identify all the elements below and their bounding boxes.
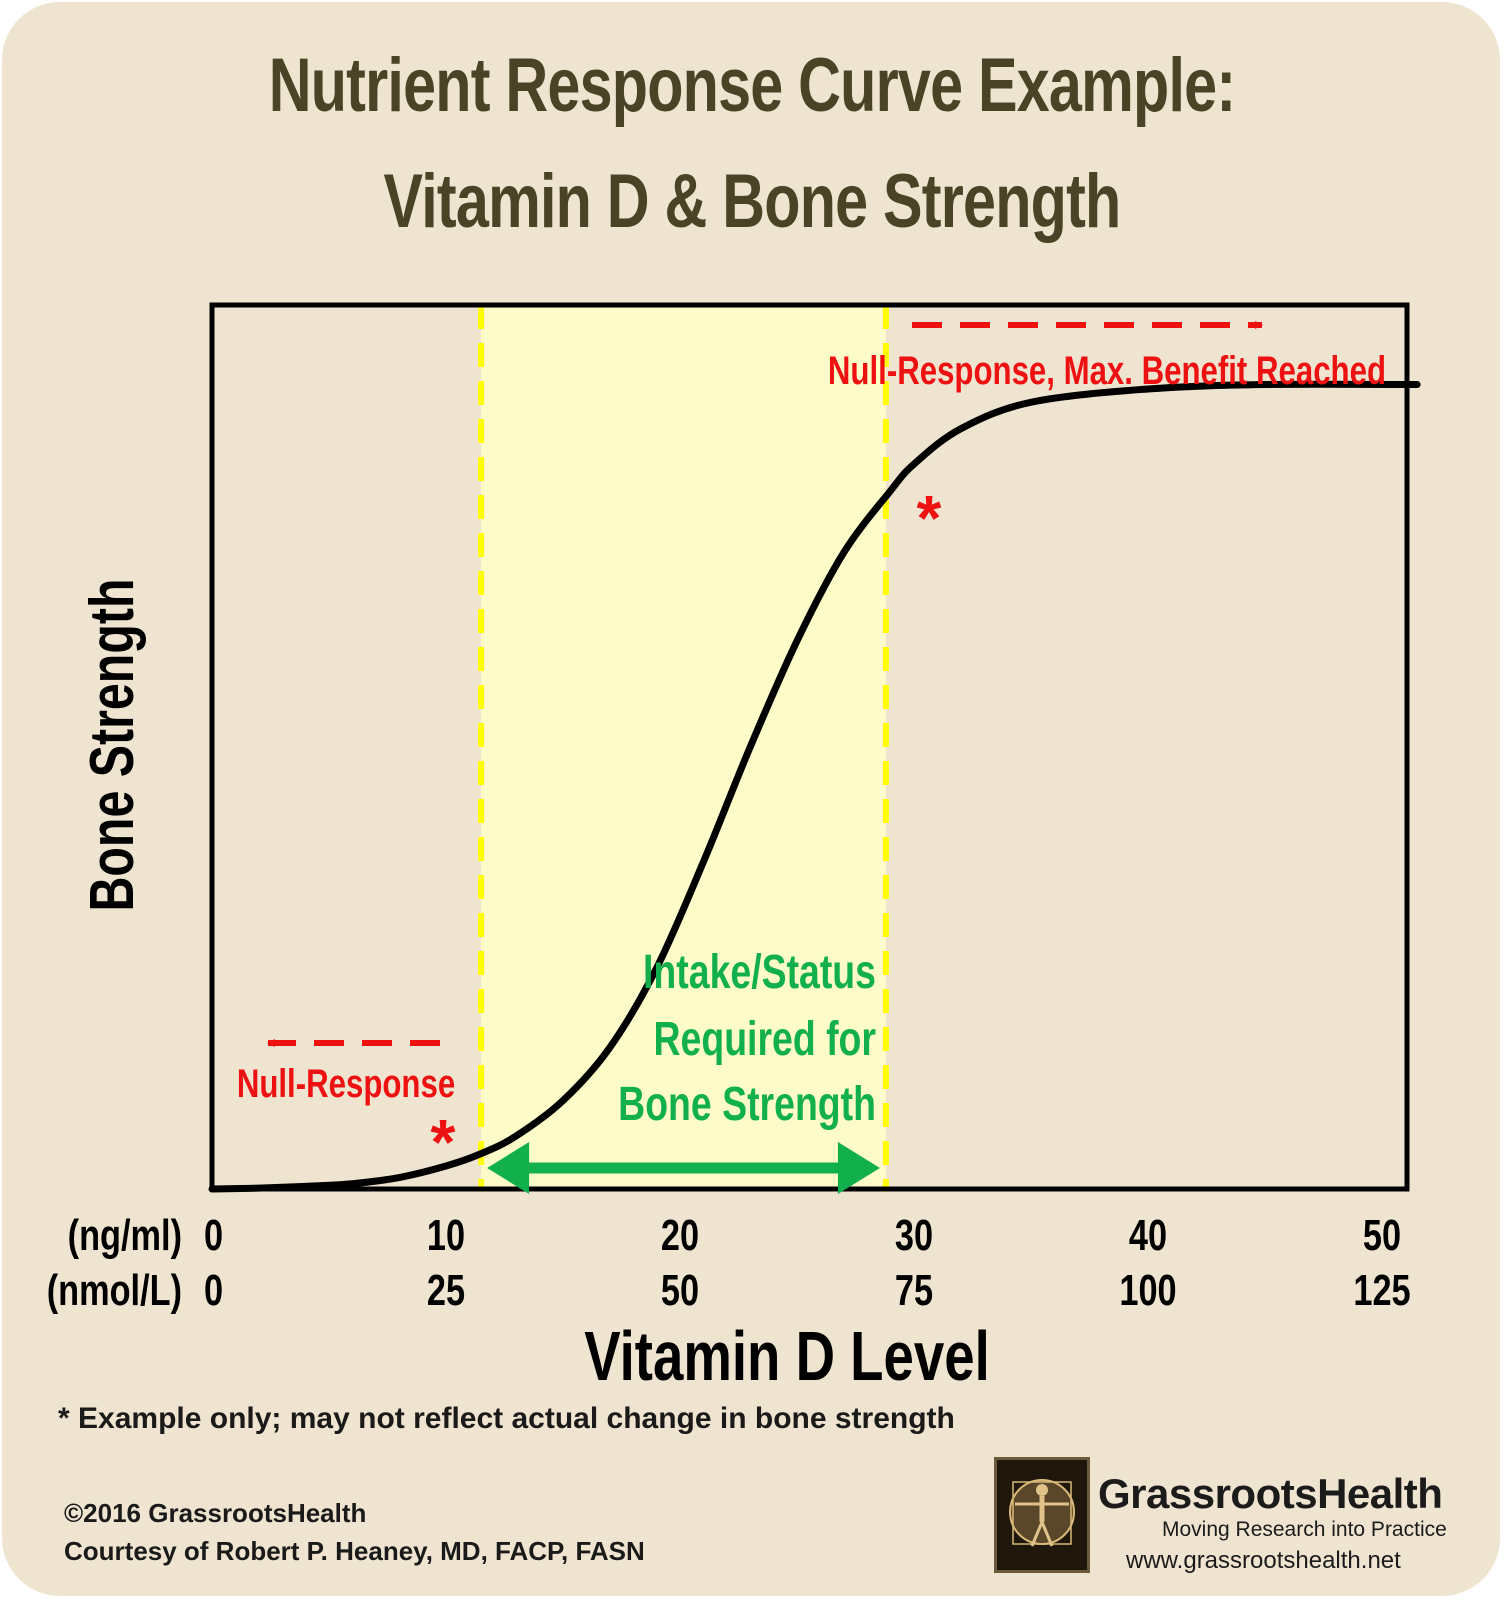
x-axis-label: Vitamin D Level	[584, 1318, 990, 1396]
x-tick-label-ng-4: 40	[1129, 1211, 1167, 1260]
x-axis-ticks-ng-ml: 0 10 20 30 40 50	[204, 1211, 1401, 1260]
required-range-arrow-left-head	[487, 1142, 530, 1194]
required-range-arrow-shaft	[525, 1162, 842, 1174]
asterisk-low: *	[431, 1106, 456, 1178]
required-range-arrow	[487, 1142, 880, 1194]
x-axis-ticks-nmol-l: 0 25 50 75 100 125	[204, 1266, 1411, 1315]
x-tick-label-ng-3: 30	[895, 1211, 933, 1260]
x-tick-label-nmol-3: 75	[895, 1266, 933, 1315]
x-tick-label-ng-5: 50	[1363, 1211, 1401, 1260]
copyright-text: ©2016 GrassrootsHealth	[64, 1498, 367, 1528]
x-axis-unit-ng-ml: (ng/ml)	[68, 1211, 182, 1260]
max-benefit-label: Null-Response, Max. Benefit Reached	[828, 348, 1386, 393]
title-line-2: Vitamin D & Bone Strength	[383, 159, 1122, 244]
plot-area-frame	[209, 302, 1410, 1192]
x-tick-label-nmol-0: 0	[204, 1266, 223, 1315]
asterisk-high: *	[917, 482, 942, 554]
required-range-shading	[481, 305, 886, 1189]
title-line-1: Nutrient Response Curve Example:	[268, 43, 1236, 128]
website-link[interactable]: www.grassrootshealth.net	[1126, 1547, 1401, 1574]
footnote: * Example only; may not reflect actual c…	[58, 1402, 955, 1435]
courtesy-text: Courtesy of Robert P. Heaney, MD, FACP, …	[64, 1536, 645, 1566]
bone-strength-curve	[208, 380, 1421, 1193]
required-range-arrow-right-head	[837, 1142, 880, 1194]
required-label-line-3: Bone Strength	[618, 1078, 876, 1132]
null-response-label: Null-Response	[237, 1061, 455, 1106]
required-label-line-2: Required for	[653, 1013, 876, 1067]
x-tick-label-ng-1: 10	[427, 1211, 465, 1260]
x-tick-label-ng-0: 0	[204, 1211, 223, 1260]
response-curve-chart: Null-Response Null-Response, Max. Benefi…	[47, 302, 1421, 1396]
x-tick-label-nmol-4: 100	[1119, 1266, 1176, 1315]
x-tick-label-nmol-2: 50	[661, 1266, 699, 1315]
vitruvian-man-logo	[994, 1457, 1090, 1573]
x-axis-unit-nmol-l: (nmol/L)	[47, 1266, 182, 1315]
required-label-line-1: Intake/Status	[643, 946, 876, 1000]
x-tick-label-nmol-1: 25	[427, 1266, 465, 1315]
x-tick-label-ng-2: 20	[661, 1211, 699, 1260]
brand-tagline: Moving Research into Practice	[1162, 1518, 1447, 1541]
brand-name: GrassrootsHealth	[1098, 1470, 1443, 1517]
y-axis-label: Bone Strength	[77, 578, 146, 911]
x-tick-label-nmol-5: 125	[1353, 1266, 1410, 1315]
